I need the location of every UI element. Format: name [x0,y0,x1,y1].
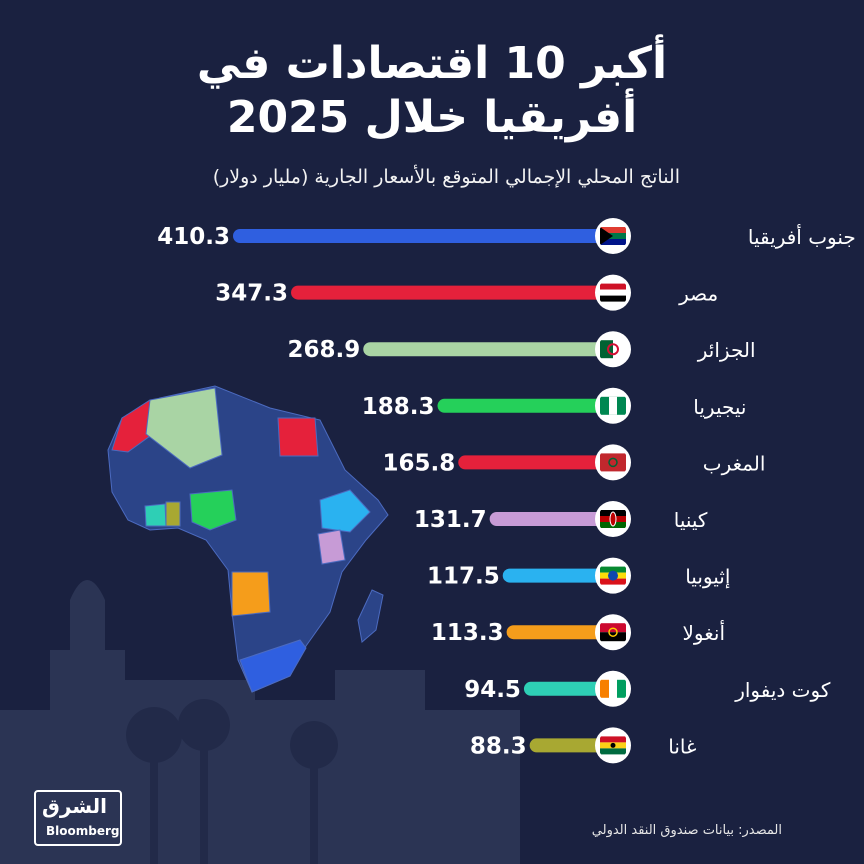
logo-english-text: Bloomberg [46,824,120,838]
region-ghana [165,501,181,527]
region-kenya [317,529,346,565]
region-algeria [145,387,223,469]
cote-divoire-flag [600,679,626,698]
madagascar-shape [357,589,384,643]
value-label-3: 188.3 [362,394,435,420]
category-label-2: الجزائر [697,338,756,362]
chart-title-line-2: أفريقيا خلال 2025 [226,92,638,143]
category-label-1: مصر [678,282,718,306]
region-angola [231,571,271,617]
source-note: المصدر: بيانات صندوق النقد الدولي [591,823,782,838]
algeria-flag [600,340,626,359]
region-south-africa [239,639,307,693]
category-label-4: المغرب [703,451,766,475]
region-ethiopia [319,489,371,533]
ethiopia-flag [600,566,626,585]
logo-arabic-text: الشرق [42,794,108,818]
value-label-4: 165.8 [382,450,455,476]
value-label-2: 268.9 [288,337,361,363]
category-label-7: أنغولا [683,620,726,645]
kenya-flag [600,510,626,528]
value-label-1: 347.3 [215,281,288,307]
value-label-8: 94.5 [464,677,521,703]
value-label-7: 113.3 [431,620,504,646]
category-label-0: جنوب أفريقيا [748,224,856,249]
asharq-bloomberg-logo: الشرق Bloomberg [34,790,122,846]
south-africa-flag [600,227,626,245]
egypt-flag [600,283,626,302]
category-label-5: كينيا [674,508,708,532]
cape-town-skyline-illustration [0,580,520,864]
category-label-9: غانا [668,734,696,758]
nigeria-flag [600,396,626,415]
category-label-8: كوت ديفوار [734,678,831,702]
value-label-0: 410.3 [157,224,230,250]
angola-flag [600,623,626,642]
ghana-flag [600,736,626,755]
chart-subtitle: الناتج المحلي الإجمالي المتوقع بالأسعار … [212,166,680,188]
chart-title-line-1: أكبر 10 اقتصادات في [196,38,668,89]
category-label-6: إثيوبيا [685,565,730,590]
value-label-9: 88.3 [470,733,527,759]
value-label-6: 117.5 [427,564,500,590]
region-nigeria [189,489,237,531]
category-label-3: نيجيريا [693,395,746,419]
region-egypt [277,417,319,457]
morocco-flag [600,453,626,472]
value-label-5: 131.7 [414,507,487,533]
